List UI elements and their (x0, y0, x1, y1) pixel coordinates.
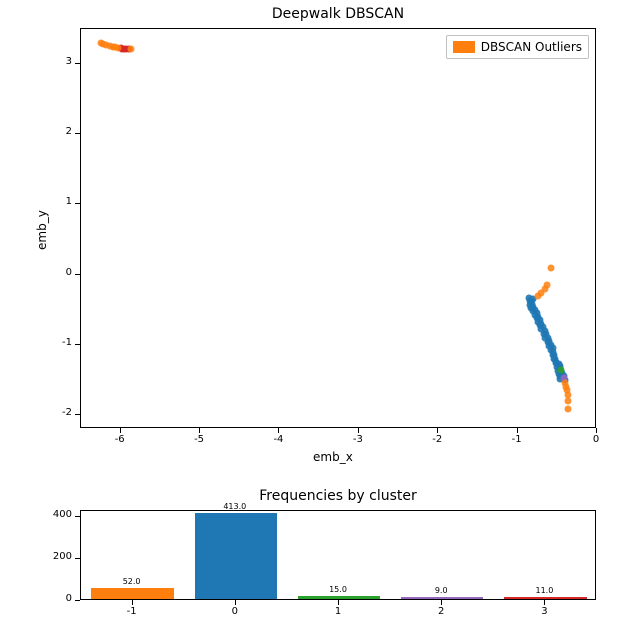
scatter-xtick-label: -1 (507, 434, 527, 445)
bar-ytick-label: 200 (53, 551, 72, 562)
scatter-xtick-label: -6 (110, 434, 130, 445)
scatter-ytick-label: 1 (66, 196, 72, 207)
scatter-point (547, 264, 554, 271)
scatter-title: Deepwalk DBSCAN (80, 6, 596, 22)
bar (504, 597, 587, 599)
scatter-point (558, 367, 565, 374)
bar-xtick-label: 2 (429, 606, 453, 617)
bar-xtick-label: 0 (223, 606, 247, 617)
scatter-xtick-mark (199, 428, 200, 433)
legend-swatch (453, 41, 475, 53)
bar-ytick-mark (75, 558, 80, 559)
scatter-xtick-mark (278, 428, 279, 433)
scatter-ytick-label: 3 (66, 56, 72, 67)
bar-xtick-mark (132, 600, 133, 605)
bar-value-label: 413.0 (223, 502, 246, 511)
scatter-xtick-label: -3 (348, 434, 368, 445)
figure: Deepwalk DBSCAN DBSCAN Outliers emb_y em… (0, 0, 626, 622)
scatter-xtick-mark (596, 428, 597, 433)
bar-xtick-mark (338, 600, 339, 605)
scatter-xtick-mark (120, 428, 121, 433)
scatter-point (525, 295, 532, 302)
scatter-xtick-mark (437, 428, 438, 433)
bar-xtick-label: 1 (326, 606, 350, 617)
scatter-ytick-mark (75, 203, 80, 204)
scatter-point (565, 397, 572, 404)
bar-xtick-label: -1 (120, 606, 144, 617)
scatter-point (535, 292, 542, 299)
scatter-ytick-label: 0 (66, 267, 72, 278)
scatter-xtick-mark (517, 428, 518, 433)
scatter-xtick-label: -4 (268, 434, 288, 445)
bar-value-label: 52.0 (123, 577, 141, 586)
scatter-ylabel: emb_y (35, 210, 49, 250)
bar-value-label: 15.0 (329, 585, 347, 594)
bar (91, 588, 174, 599)
bar-value-label: 9.0 (435, 586, 448, 595)
scatter-ytick-mark (75, 63, 80, 64)
bar-ytick-label: 0 (66, 593, 72, 604)
bar-xtick-mark (235, 600, 236, 605)
scatter-point (128, 46, 135, 53)
legend: DBSCAN Outliers (446, 35, 589, 59)
scatter-ytick-mark (75, 274, 80, 275)
bar-title: Frequencies by cluster (80, 488, 596, 504)
scatter-xlabel: emb_x (313, 450, 353, 464)
scatter-xtick-mark (358, 428, 359, 433)
scatter-point (565, 406, 572, 413)
bar-xtick-mark (441, 600, 442, 605)
scatter-ytick-mark (75, 344, 80, 345)
scatter-point (114, 44, 121, 51)
scatter-plot: DBSCAN Outliers (80, 28, 596, 428)
scatter-xtick-label: -2 (427, 434, 447, 445)
scatter-ytick-label: -1 (62, 337, 72, 348)
bar-ytick-mark (75, 516, 80, 517)
legend-label: DBSCAN Outliers (481, 40, 582, 54)
bar (298, 596, 381, 599)
bar-xtick-label: 3 (532, 606, 556, 617)
bar-xtick-mark (544, 600, 545, 605)
scatter-xtick-label: 0 (586, 434, 606, 445)
bar-ytick-label: 400 (53, 509, 72, 520)
scatter-xtick-label: -5 (189, 434, 209, 445)
scatter-ytick-label: 2 (66, 126, 72, 137)
scatter-ytick-mark (75, 133, 80, 134)
bar (401, 597, 484, 599)
bar-value-label: 11.0 (535, 586, 553, 595)
scatter-ytick-label: -2 (62, 407, 72, 418)
bar-ytick-mark (75, 600, 80, 601)
bar (195, 513, 278, 599)
scatter-ytick-mark (75, 414, 80, 415)
